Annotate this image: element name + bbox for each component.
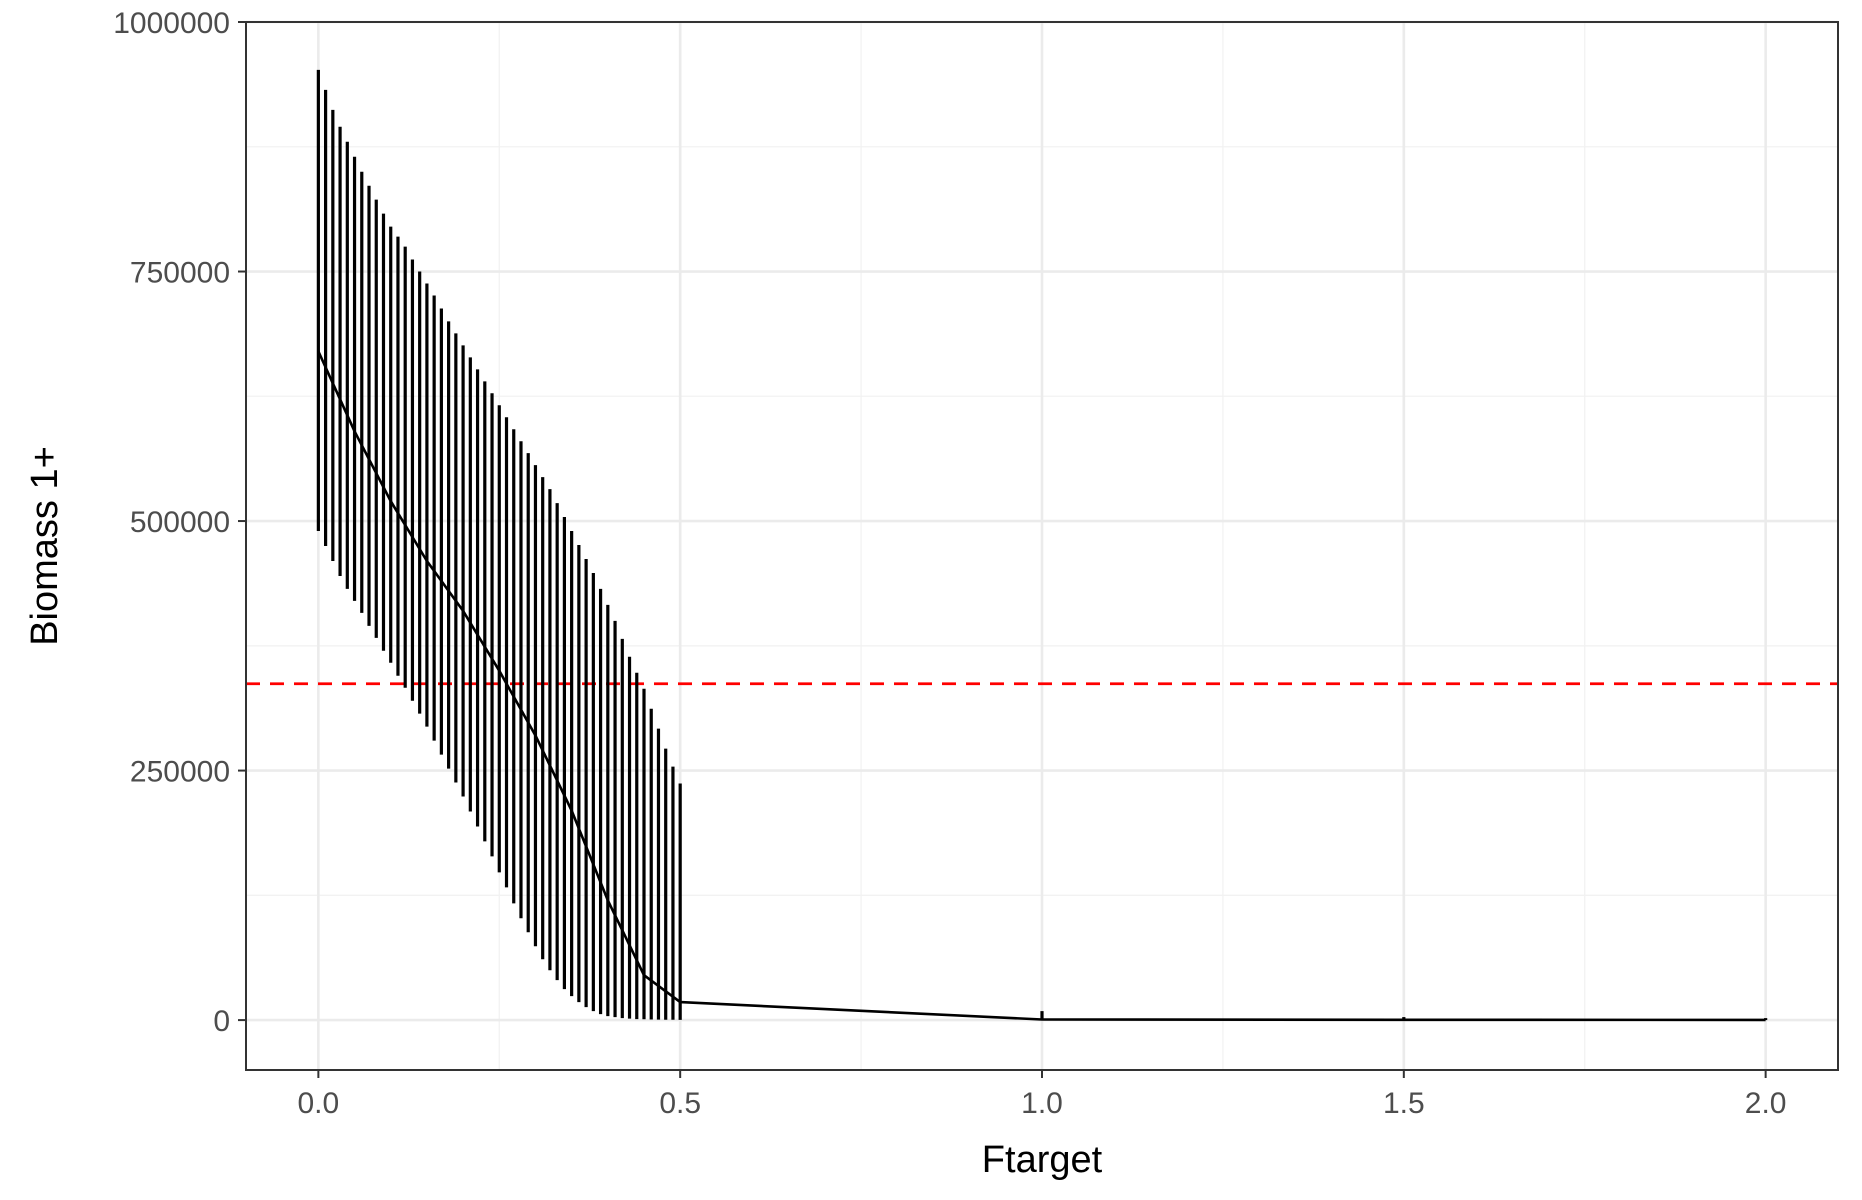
x-axis: 0.0 0.5 1.0 1.5 2.0 xyxy=(298,1070,1787,1120)
y-tick-label: 0 xyxy=(213,1005,230,1038)
x-tick-label: 1.0 xyxy=(1021,1087,1063,1120)
y-axis-title: Biomass 1+ xyxy=(24,446,66,646)
x-tick-label: 0.5 xyxy=(659,1087,701,1120)
y-tick-label: 500000 xyxy=(130,506,230,539)
y-tick-label: 1000000 xyxy=(113,7,230,40)
y-tick-label: 250000 xyxy=(130,756,230,789)
y-tick-label: 750000 xyxy=(130,257,230,290)
y-axis: 0 250000 500000 750000 1000000 xyxy=(113,7,246,1038)
x-tick-label: 1.5 xyxy=(1383,1087,1425,1120)
x-tick-label: 0.0 xyxy=(298,1087,340,1120)
median-line xyxy=(317,350,1766,1022)
median-line-layer xyxy=(317,350,1766,1022)
x-tick-label: 2.0 xyxy=(1745,1087,1787,1120)
x-axis-title: Ftarget xyxy=(982,1139,1103,1181)
interval-bars xyxy=(316,69,1768,1021)
